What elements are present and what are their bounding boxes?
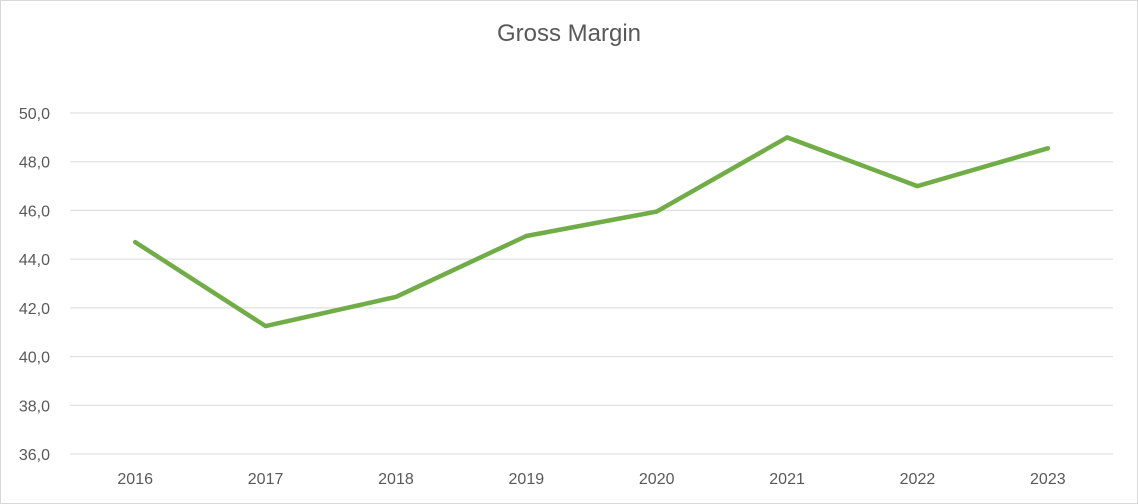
y-tick-label: 46,0 [19,203,50,220]
data-point [915,184,920,189]
y-tick-label: 48,0 [19,155,50,172]
chart-title: Gross Margin [496,20,642,47]
series-lines [132,135,1051,329]
y-tick-label: 42,0 [19,301,50,318]
series-line [132,135,1051,329]
x-tick-label: 2021 [769,471,805,488]
x-tick-label: 2019 [509,471,545,488]
data-point [654,209,659,214]
y-tick-label: 38,0 [19,398,50,415]
y-tick-label: 40,0 [19,350,50,367]
data-point [133,240,138,245]
data-point [263,324,268,329]
y-tick-label: 44,0 [19,252,50,269]
x-tick-label: 2020 [639,471,675,488]
data-point [393,294,398,299]
x-tick-label: 2018 [378,471,414,488]
x-tick-label: 2022 [900,471,936,488]
y-tick-label: 36,0 [19,447,50,464]
y-tick-label: 50,0 [19,106,50,123]
x-tick-label: 2016 [117,471,153,488]
gridlines [70,112,1113,455]
x-axis-tick-labels: 2016 2017 2018 2019 2020 2021 2022 2023 [117,471,1065,488]
x-tick-label: 2017 [248,471,284,488]
x-tick-label: 2023 [1030,471,1066,488]
y-axis-tick-labels: 36,0 38,0 40,0 42,0 44,0 46,0 48,0 50,0 [19,106,50,464]
data-point [1045,146,1050,151]
data-point [785,135,790,140]
data-point [524,234,529,239]
